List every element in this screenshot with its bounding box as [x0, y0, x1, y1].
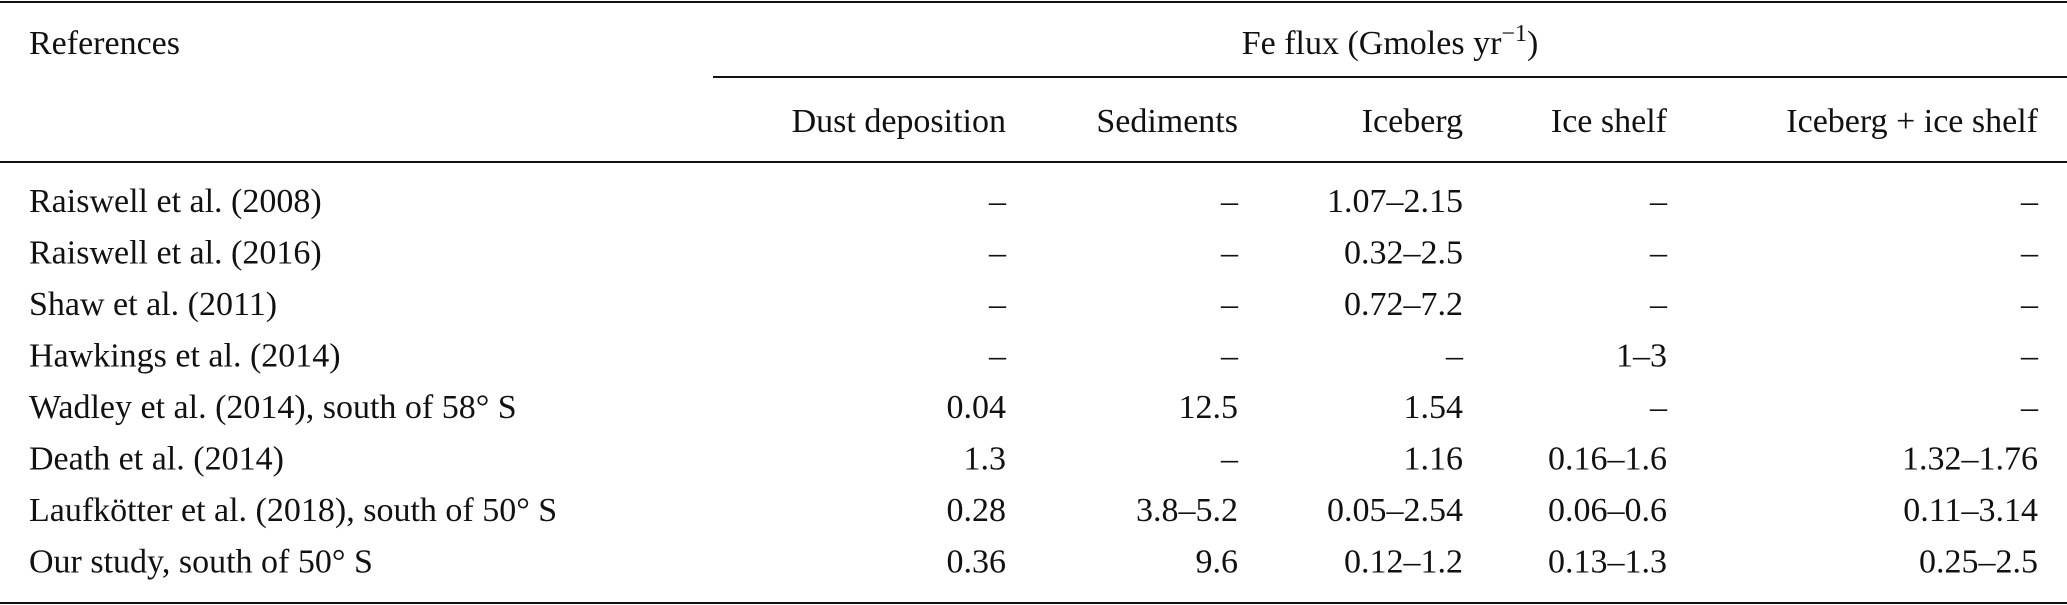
reference-cell: Shaw et al. (2011)	[29, 286, 277, 323]
flux-cell: 0.25–2.5	[1919, 544, 2038, 581]
flux-cell: 0.13–1.3	[1548, 544, 1667, 581]
flux-cell: 1.16	[1404, 441, 1464, 478]
flux-cell: –	[1220, 441, 1239, 478]
flux-cell: 0.05–2.54	[1327, 492, 1463, 529]
column-header: Ice shelf	[1551, 103, 1668, 140]
flux-cell: –	[1649, 286, 1668, 323]
flux-cell: 0.72–7.2	[1344, 286, 1463, 323]
flux-cell: 0.12–1.2	[1344, 544, 1463, 581]
reference-cell: Wadley et al. (2014), south of 58° S	[29, 389, 517, 426]
flux-cell: –	[988, 286, 1007, 323]
flux-cell: 0.36	[947, 544, 1007, 581]
flux-cell: 0.04	[947, 389, 1007, 426]
flux-cell: 1.32–1.76	[1902, 441, 2038, 478]
flux-cell: –	[2020, 286, 2039, 323]
flux-cell: 1.3	[964, 441, 1007, 478]
flux-cell: 0.11–3.14	[1903, 492, 2038, 529]
flux-cell: –	[988, 338, 1007, 375]
column-header: Dust deposition	[792, 103, 1006, 140]
reference-cell: Raiswell et al. (2016)	[29, 235, 322, 272]
flux-cell: 0.32–2.5	[1344, 235, 1463, 272]
flux-cell: 0.06–0.6	[1548, 492, 1667, 529]
group-text: Fe flux (Gmoles yr	[1242, 25, 1502, 62]
flux-cell: –	[1445, 338, 1464, 375]
reference-cell: Our study, south of 50° S	[29, 544, 373, 581]
group-close: )	[1527, 25, 1538, 62]
flux-cell: 0.16–1.6	[1548, 441, 1667, 478]
flux-cell: –	[988, 183, 1007, 220]
flux-cell: –	[1220, 183, 1239, 220]
column-header: Iceberg	[1362, 103, 1463, 140]
flux-cell: –	[1649, 183, 1668, 220]
column-header: Iceberg + ice shelf	[1786, 103, 2038, 140]
flux-cell: 1.54	[1404, 389, 1464, 426]
flux-cell: –	[1220, 338, 1239, 375]
group-exponent: −1	[1501, 21, 1527, 47]
flux-cell: –	[1220, 286, 1239, 323]
flux-cell: 1.07–2.15	[1327, 183, 1463, 220]
flux-cell: –	[988, 235, 1007, 272]
flux-cell: –	[2020, 389, 2039, 426]
flux-cell: 3.8–5.2	[1136, 492, 1238, 529]
flux-cell: 0.28	[947, 492, 1007, 529]
reference-cell: Death et al. (2014)	[29, 441, 284, 478]
flux-cell: –	[1649, 389, 1668, 426]
flux-cell: –	[1220, 235, 1239, 272]
flux-cell: –	[1649, 235, 1668, 272]
flux-cell: –	[2020, 183, 2039, 220]
references-header: References	[29, 25, 180, 62]
reference-cell: Raiswell et al. (2008)	[29, 183, 322, 220]
flux-cell: 12.5	[1179, 389, 1239, 426]
flux-cell: –	[2020, 338, 2039, 375]
flux-cell: –	[2020, 235, 2039, 272]
reference-cell: Laufkötter et al. (2018), south of 50° S	[29, 492, 557, 529]
flux-cell: 9.6	[1196, 544, 1239, 581]
reference-cell: Hawkings et al. (2014)	[29, 338, 341, 375]
flux-cell: 1–3	[1616, 338, 1667, 375]
column-header: Sediments	[1096, 103, 1238, 140]
group-header: Fe flux (Gmoles yr−1)	[1242, 21, 1539, 62]
